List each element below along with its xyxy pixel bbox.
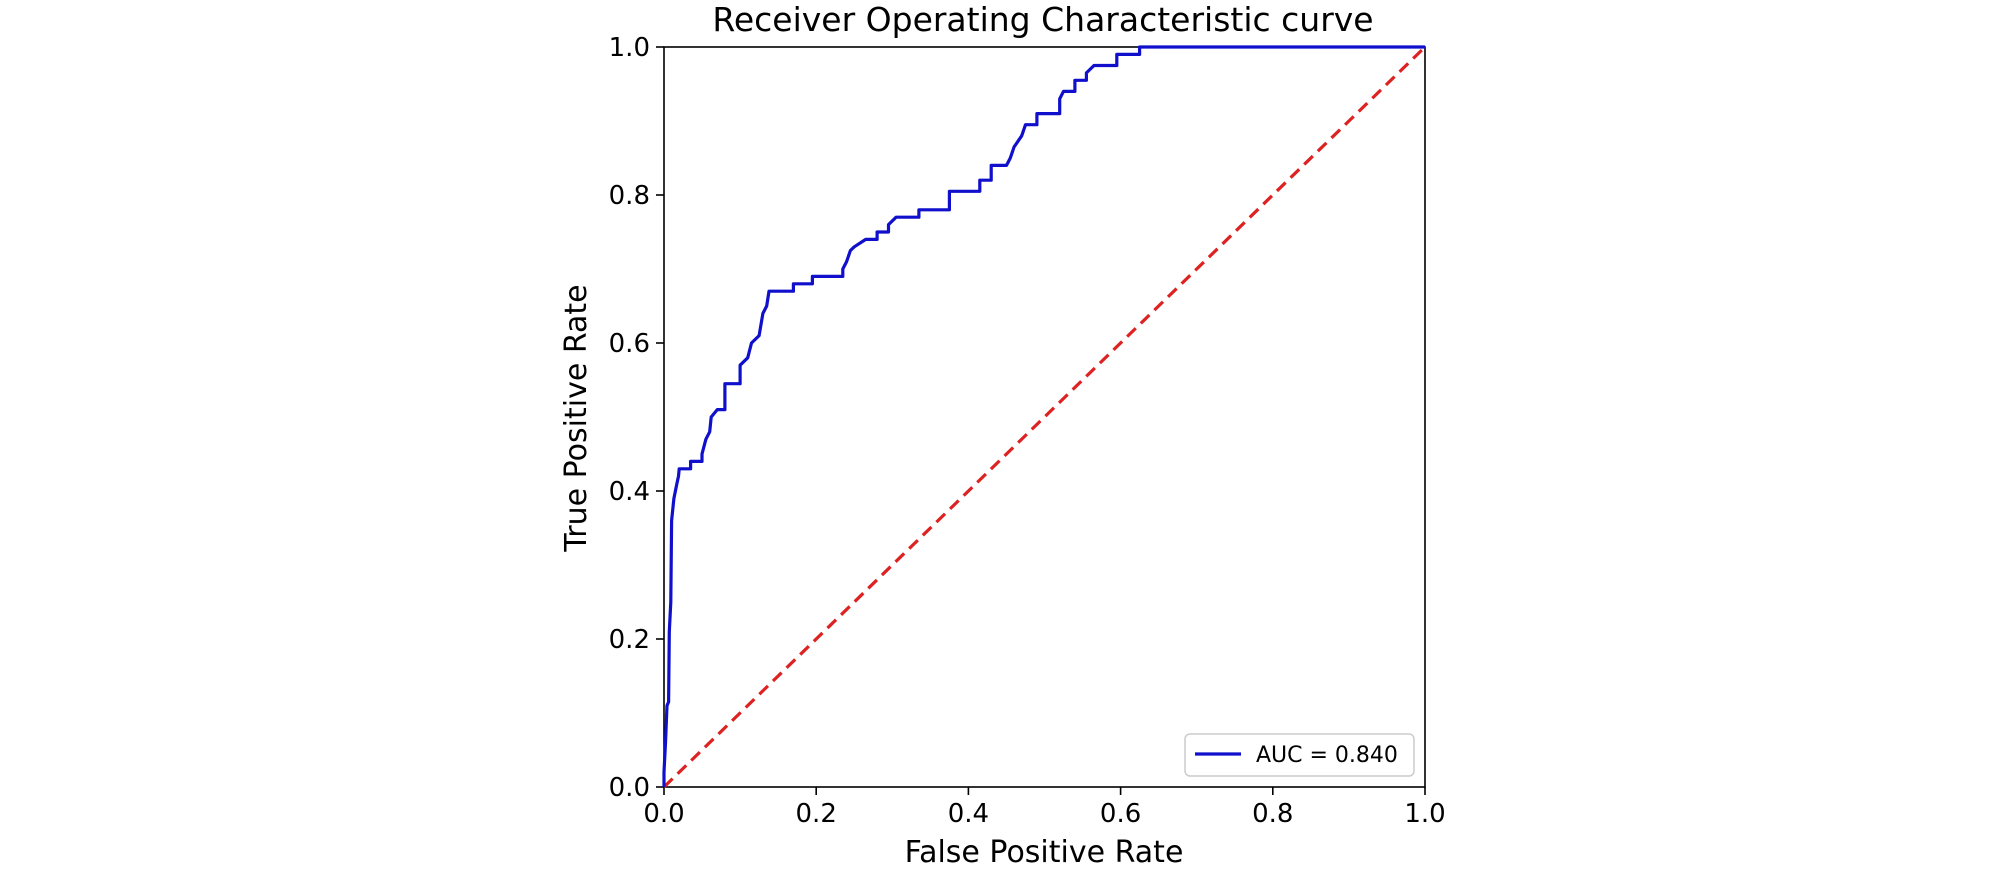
y-tick-label-1: 0.2 [609, 625, 650, 655]
y-tick-label-0: 0.0 [609, 773, 650, 803]
x-axis-label: False Positive Rate [905, 835, 1184, 870]
y-tick-label-4: 0.8 [609, 181, 650, 211]
x-tick-label-0: 0.0 [643, 799, 684, 829]
x-tick-label-3: 0.6 [1100, 799, 1141, 829]
x-tick-label-5: 1.0 [1404, 799, 1445, 829]
legend-entry-roc: AUC = 0.840 [1256, 743, 1398, 768]
chance-diagonal-line [662, 45, 1427, 789]
plot-frame [663, 46, 1426, 788]
legend: AUC = 0.840 [1184, 733, 1415, 777]
chart-title: Receiver Operating Characteristic curve [712, 0, 1373, 39]
x-tick-label-1: 0.2 [796, 799, 837, 829]
roc-curve-line [662, 45, 1425, 787]
y-tick-label-3: 0.6 [609, 329, 650, 359]
x-axis-ticks: 0.0 0.2 0.4 0.6 0.8 1.0 [643, 787, 1446, 829]
legend-box [1184, 733, 1415, 777]
y-tick-label-2: 0.4 [609, 477, 650, 507]
y-axis-label: True Positive Rate [559, 284, 594, 552]
y-tick-label-5: 1.0 [609, 33, 650, 63]
y-axis-ticks: 0.0 0.2 0.4 0.6 0.8 1.0 [609, 33, 664, 803]
x-tick-label-4: 0.8 [1252, 799, 1293, 829]
x-tick-label-2: 0.4 [948, 799, 989, 829]
